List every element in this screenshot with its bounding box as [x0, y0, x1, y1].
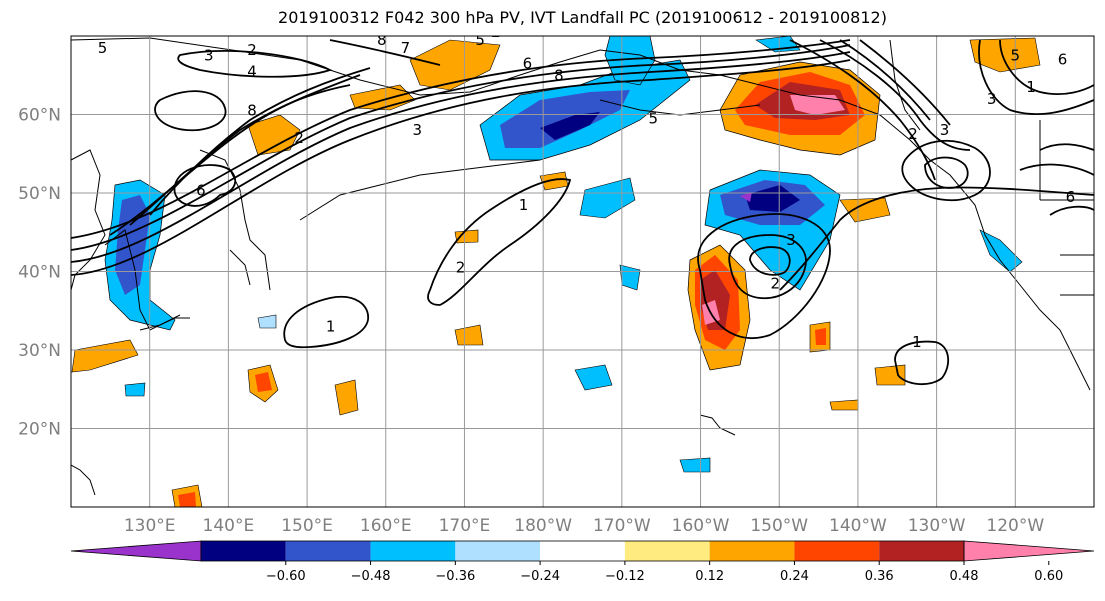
contour-label-11: 3	[412, 121, 422, 139]
lat-label-3: 30°N	[18, 341, 61, 361]
contour-label-14: 6	[196, 182, 206, 200]
colorbar-segment-8	[879, 541, 964, 561]
colorbar-segment-5	[624, 541, 710, 561]
contour-label-15: 1	[519, 196, 529, 214]
contour-label-9: 6	[523, 54, 533, 72]
colorbar-label-7: 0.36	[865, 569, 894, 584]
lon-label-0: 130°E	[124, 516, 176, 536]
lat-label-1: 50°N	[18, 184, 61, 204]
map-title: 2019100312 F042 300 hPa PV, IVT Landfall…	[278, 8, 887, 27]
lon-label-11: 120°W	[986, 516, 1044, 536]
lon-label-2: 150°E	[281, 516, 333, 536]
colorbar-extend-high	[963, 540, 1095, 562]
lon-label-3: 160°E	[360, 516, 412, 536]
lat-label-4: 20°N	[18, 420, 61, 440]
lon-label-10: 130°W	[908, 516, 966, 536]
lat-label-0: 60°N	[18, 106, 61, 126]
contour-label-7: 5	[475, 31, 485, 49]
colorbar-label-9: 0.60	[1034, 569, 1063, 584]
contour-label-6: 7	[401, 39, 411, 57]
colorbar-segment-0	[201, 541, 286, 561]
lon-label-7: 160°W	[672, 516, 730, 536]
colorbar-segment-3	[455, 541, 541, 561]
contour-label-19: 2	[771, 274, 781, 292]
contour-label-5: 8	[377, 31, 387, 49]
colorbar-label-3: −0.24	[520, 569, 560, 584]
lon-label-5: 180°W	[514, 516, 572, 536]
lon-label-6: 170°W	[593, 516, 651, 536]
contour-label-12: 5	[649, 109, 659, 127]
colorbar-segment-7	[794, 541, 880, 561]
colorbar-label-8: 0.48	[950, 569, 979, 584]
map-gridlines	[71, 36, 1094, 507]
contour-label-17: 1	[326, 317, 336, 335]
pv-anomaly-shading	[71, 36, 1041, 507]
contour-label-26: 1	[1026, 78, 1036, 96]
colorbar: −0.60 −0.48 −0.36 −0.24 −0.12 0.12 0.24 0.36 0.4…	[70, 540, 1095, 584]
colorbar-label-1: −0.48	[351, 569, 391, 584]
colorbar-segment-4	[540, 541, 625, 561]
map-frame	[70, 35, 1095, 508]
contour-label-10: 8	[554, 66, 564, 84]
contour-label-24: 6	[1058, 51, 1068, 69]
contour-label-1: 3	[204, 47, 214, 65]
colorbar-segment-6	[709, 541, 795, 561]
contour-label-13: 2	[294, 129, 304, 147]
colorbar-label-0: −0.60	[266, 569, 306, 584]
contour-label-23: 5	[1011, 47, 1021, 65]
contour-label-21: 3	[940, 121, 950, 139]
colorbar-label-6: 0.24	[780, 569, 809, 584]
pv-contours	[71, 39, 1094, 385]
contour-label-3: 4	[247, 62, 257, 80]
lon-label-9: 140°W	[829, 516, 887, 536]
longitude-labels: 130°E 140°E 150°E 160°E 170°E 180°W 170°W 160°W…	[124, 516, 1045, 536]
contour-label-25: 3	[987, 90, 997, 108]
contour-label-16: 2	[456, 259, 466, 277]
contour-label-8: 2	[491, 23, 501, 41]
contour-label-0: 5	[98, 39, 108, 57]
contour-label-18: 3	[786, 231, 796, 249]
lat-label-2: 40°N	[18, 263, 61, 283]
colorbar-label-4: −0.12	[605, 569, 645, 584]
contour-label-27: 6	[1066, 188, 1076, 206]
lon-label-4: 170°E	[439, 516, 491, 536]
colorbar-extend-low	[70, 540, 202, 562]
lon-label-8: 150°W	[750, 516, 808, 536]
lon-label-1: 140°E	[203, 516, 255, 536]
colorbar-segment-2	[370, 541, 456, 561]
colorbar-label-2: −0.36	[435, 569, 475, 584]
latitude-labels: 60°N 50°N 40°N 30°N 20°N	[18, 106, 61, 440]
contour-label-4: 8	[247, 102, 257, 120]
colorbar-label-5: 0.12	[695, 569, 724, 584]
contour-label-2: 2	[247, 41, 257, 59]
contour-label-22: 2	[908, 125, 918, 143]
colorbar-frame	[200, 540, 965, 562]
colorbar-segment-1	[285, 541, 371, 561]
contour-label-20: 1	[912, 333, 922, 351]
